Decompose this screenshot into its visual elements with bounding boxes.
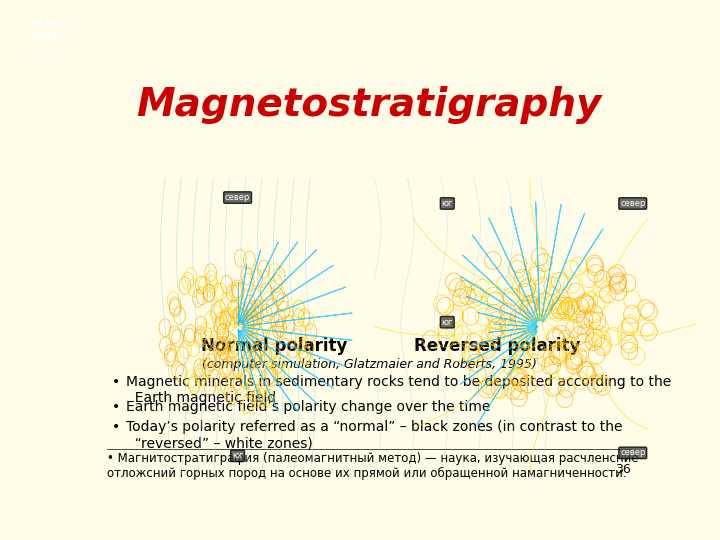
Text: север: север: [225, 193, 251, 202]
Text: (computer simulation, Glatzmaier and Roberts, 1995): (computer simulation, Glatzmaier and Rob…: [202, 358, 536, 371]
Text: • Магнитостратиграфия (палеомагнитный метод) — наука, изучающая расчленсние: • Магнитостратиграфия (палеомагнитный ме…: [107, 453, 639, 465]
Text: Reversed polarity: Reversed polarity: [414, 337, 580, 355]
Text: север: север: [620, 448, 645, 457]
Text: 36: 36: [616, 463, 631, 476]
Text: юг: юг: [441, 318, 453, 327]
Text: •: •: [112, 375, 120, 389]
Text: Magnetostratigraphy: Magnetostratigraphy: [136, 85, 602, 124]
Text: юг: юг: [232, 451, 243, 460]
Text: Today’s polarity referred as a “normal” – black zones (in contrast to the
  “rev: Today’s polarity referred as a “normal” …: [126, 420, 623, 450]
Text: •: •: [112, 420, 120, 434]
Text: UNIVERSITY: UNIVERSITY: [30, 50, 71, 56]
Text: HERIOT: HERIOT: [29, 19, 72, 29]
Text: север: север: [620, 199, 645, 208]
Text: Normal polarity: Normal polarity: [201, 337, 347, 355]
Text: отложсний горных пород на основе их прямой или обращенной намагниченности.: отложсний горных пород на основе их прям…: [107, 467, 626, 481]
Text: Magnetic minerals in sedimentary rocks tend to be deposited according to the
  E: Magnetic minerals in sedimentary rocks t…: [126, 375, 672, 405]
Text: юг: юг: [441, 199, 453, 208]
Text: WATT: WATT: [34, 33, 67, 43]
Text: •: •: [112, 400, 120, 414]
Text: Earth magnetic field’s polarity change over the time: Earth magnetic field’s polarity change o…: [126, 400, 490, 414]
